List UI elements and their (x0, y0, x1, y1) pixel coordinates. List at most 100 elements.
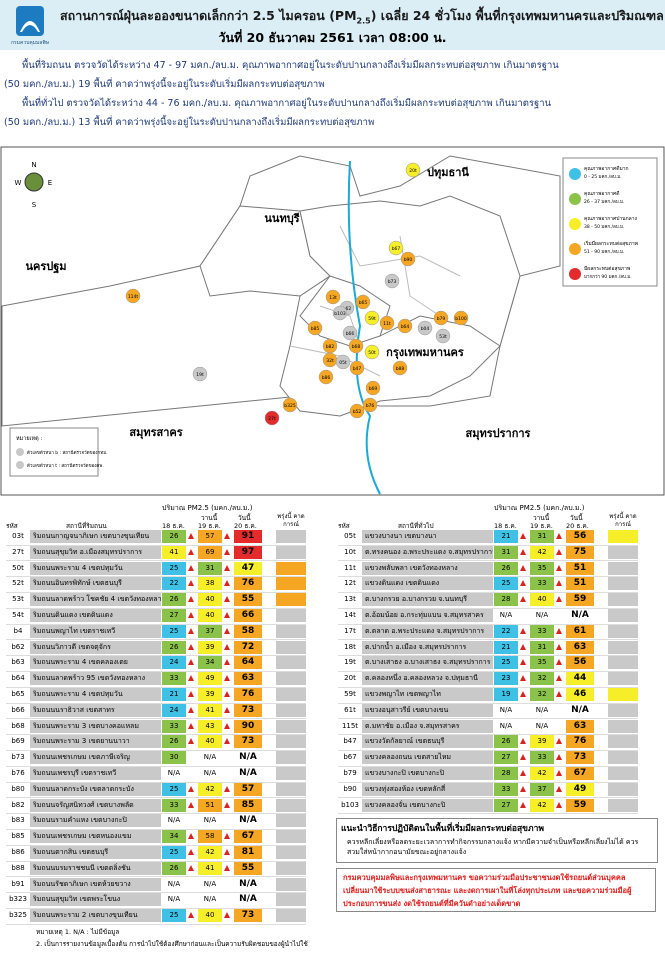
forecast-cell (276, 672, 306, 686)
station-label: b103 (334, 311, 346, 317)
forecast-cell (608, 719, 638, 733)
trend-arrow (188, 722, 194, 729)
legend-swatch (569, 268, 581, 280)
row-line (338, 544, 638, 546)
station-label: b73 (388, 279, 397, 285)
value-cell: N/A (162, 893, 186, 907)
trend-arrow (188, 849, 194, 855)
station-label: b86 (322, 375, 331, 381)
station-name: ต.ทรงคนอง อ.พระประแดง จ.สมุทรปราการ (362, 545, 493, 559)
station-marker (392, 360, 408, 376)
station-name: ต.บางเสาธง อ.บางเสาธง จ.สมุทรปราการ (362, 656, 493, 670)
value-cell: 73 (234, 909, 262, 923)
advice-box: แนะนำวิธีการปฏิบัติตนในพื้นที่เริ่มมีผลก… (336, 818, 658, 863)
map: N E W S ปทุมธานีนนทบุรีนครปฐมกรุงเทพมหานครสม… (0, 146, 665, 496)
station-name: ต.บางกรวย อ.บางกรวย จ.นนทบุรี (362, 593, 493, 607)
station-code: b82 (11, 800, 25, 809)
value-cell: 44 (566, 672, 594, 686)
station-code: b67 (343, 753, 357, 762)
col-header: รหัส (338, 522, 350, 530)
station-label: 05t (339, 360, 347, 366)
forecast-cell (276, 545, 306, 559)
value-cell: 33 (162, 798, 186, 812)
forecast-cell (276, 656, 306, 670)
value-cell: 42 (198, 782, 222, 796)
forecast-cell (276, 624, 306, 638)
province-label: นนทบุรี (264, 212, 299, 226)
station-marker (335, 354, 351, 370)
value-cell: 76 (234, 688, 262, 701)
station-code: 13t (344, 595, 356, 604)
legend-swatch (569, 168, 581, 180)
forecast-cell (276, 782, 306, 796)
legend-label: มีผลกระทบต่อสุขภาพ (584, 265, 630, 272)
trend-arrow (188, 864, 194, 871)
value-cell: N/A (530, 719, 554, 733)
value-cell: 59 (566, 593, 594, 607)
station-label: b325 (284, 403, 296, 409)
summary: พื้นที่ริมถนน ตรวจวัดได้ระหว่าง 47 - 97 … (4, 56, 559, 132)
station-marker (384, 273, 400, 289)
value-cell: 35 (530, 561, 554, 575)
row-line (6, 623, 306, 625)
value-cell: N/A (198, 877, 222, 891)
trend-arrow (520, 801, 526, 808)
station-name: แขวงพญาไท เขตพญาไท (362, 688, 493, 701)
trend-arrow (188, 612, 194, 618)
row-line (6, 892, 306, 894)
forecast-cell (608, 735, 638, 749)
trend-arrow (224, 801, 230, 808)
station-label: b88 (396, 366, 405, 372)
value-cell: N/A (234, 814, 262, 828)
value-cell: 42 (198, 846, 222, 859)
value-cell: 59 (566, 798, 594, 812)
station-code: 27t (12, 547, 24, 556)
compass-label: W (15, 179, 22, 187)
trend-arrow (520, 643, 526, 650)
forecast-cell (608, 751, 638, 765)
station-code: b47 (343, 737, 357, 746)
value-cell: 91 (234, 530, 262, 543)
trend-arrow (556, 785, 562, 792)
station-name: แขวงบางกะปิ เขตบางกะปิ (362, 767, 493, 780)
legend-label: เริ่มมีผลกระทบต่อสุขภาพ (584, 240, 638, 247)
row-line (6, 749, 306, 751)
station-label: b62 (343, 306, 352, 312)
value-cell: 51 (198, 798, 222, 812)
col-header: 18 ธ.ค. (162, 522, 185, 530)
value-cell: 90 (234, 719, 262, 733)
col-header: 19 ธ.ค. (198, 522, 221, 530)
row-line (6, 702, 306, 704)
station-name: แขวงพลับพลา เขตวังทองหลาง (362, 561, 493, 575)
footnote: 2. เป็นการรายงานข้อมูลเบื้องต้น การนำไปใ… (36, 940, 308, 948)
logo: กรมควบคุมมลพิษ (11, 6, 50, 46)
unit-header: ปริมาณ PM2.5 (มคก./ลบ.ม.) (494, 504, 585, 512)
forecast-cell (608, 672, 638, 686)
trend-arrow (556, 548, 562, 555)
value-cell: 57 (234, 782, 262, 796)
station-code: 18t (344, 642, 356, 651)
value-cell: 26 (162, 735, 186, 749)
trend-arrow (188, 627, 194, 634)
forecast-cell (276, 830, 306, 844)
value-cell: N/A (234, 893, 262, 907)
trend-arrow (224, 785, 230, 792)
advice-title: แนะนำวิธีการปฏิบัติตนในพื้นที่เริ่มมีผลก… (341, 824, 544, 834)
trend-arrow (224, 833, 230, 840)
station-label: b100 (455, 316, 467, 322)
station-code: b76 (11, 769, 25, 777)
col-header: 20 ธ.ค. (234, 522, 257, 530)
trend-arrow (556, 770, 562, 776)
legend-swatch (569, 193, 581, 205)
value-cell: 25 (162, 624, 186, 638)
station-marker (397, 318, 413, 334)
row-line (6, 544, 306, 546)
col-header: วันนี้ (238, 514, 251, 522)
legend-swatch (569, 218, 581, 230)
station-name: ริมถนนอินทรพิทักษ์ เขตธนบุรี (30, 577, 161, 591)
station-code: 10t (344, 547, 356, 556)
trend-arrow (224, 659, 230, 666)
trend-arrow (224, 691, 230, 697)
station-label: 11t (383, 321, 391, 327)
trend-arrow (188, 706, 194, 713)
